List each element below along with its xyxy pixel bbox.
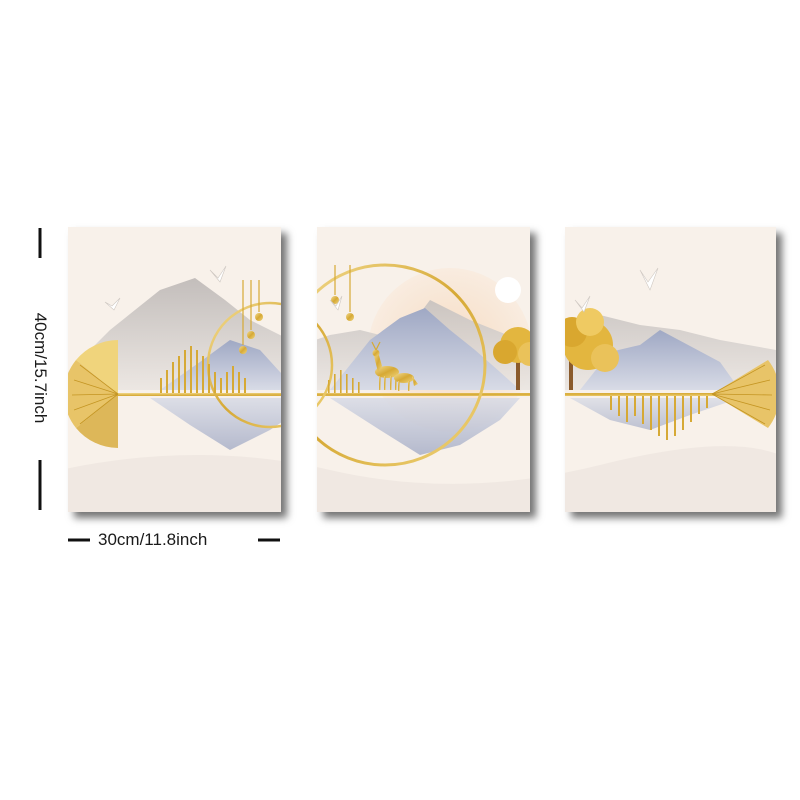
width-dimension-label: 30cm/11.8inch <box>98 530 208 549</box>
center-panel <box>317 227 530 512</box>
left-panel <box>68 227 281 512</box>
height-dimension-text: 40cm/15.7inch <box>31 312 50 424</box>
right-panel <box>565 227 776 512</box>
